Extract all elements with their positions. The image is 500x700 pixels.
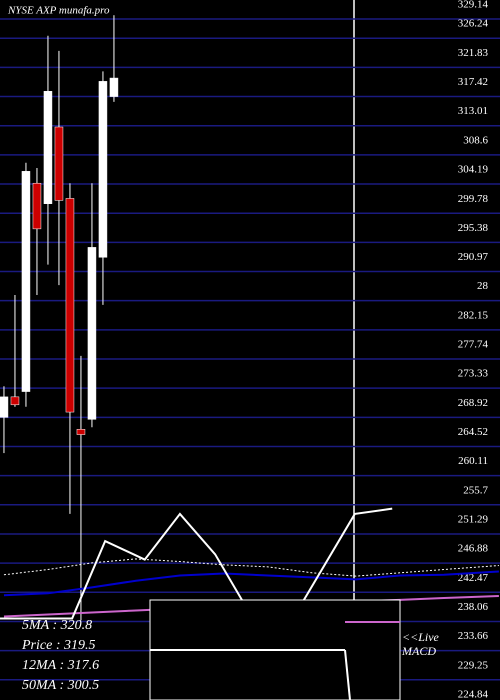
candle-body — [21, 171, 31, 392]
legend-text: Price : 319.5 — [21, 638, 95, 653]
macd-line — [344, 649, 351, 700]
y-tick-label: 251.29 — [458, 513, 489, 525]
macd-label: MACD — [401, 644, 436, 658]
candle-body — [10, 396, 20, 406]
y-tick-label: 242.47 — [458, 572, 489, 584]
y-tick-label: 304.19 — [458, 164, 489, 176]
y-tick-label: 329.14 — [458, 0, 489, 11]
y-tick-label: 260.11 — [458, 455, 488, 467]
chart-title: NYSE AXP munafa.pro — [7, 5, 110, 17]
y-tick-label: 255.7 — [463, 484, 488, 496]
candle-body — [54, 126, 64, 201]
y-tick-label: 277.74 — [458, 339, 489, 351]
y-tick-label: 295.38 — [458, 222, 489, 234]
candle-body — [65, 198, 75, 413]
legend-text: 50MA : 300.5 — [22, 678, 99, 693]
y-tick-label: 268.92 — [458, 397, 488, 409]
y-tick-label: 28 — [477, 280, 489, 292]
y-tick-label: 308.6 — [463, 134, 488, 146]
candle-body — [98, 81, 108, 258]
y-tick-label: 326.24 — [458, 18, 489, 30]
live-label: <<Live — [402, 630, 440, 644]
candle-body — [87, 247, 97, 420]
candle-body — [43, 91, 53, 204]
y-tick-label: 321.83 — [458, 47, 489, 59]
y-tick-label: 229.25 — [458, 659, 489, 671]
y-tick-label: 290.97 — [458, 251, 489, 263]
candle-body — [76, 429, 86, 435]
candle-body — [32, 182, 42, 230]
y-tick-label: 282.15 — [458, 309, 489, 321]
y-tick-label: 313.01 — [458, 105, 488, 117]
legend-text: 5MA : 320.8 — [22, 618, 92, 633]
legend-text: 12MA : 317.6 — [22, 658, 99, 673]
y-tick-label: 224.84 — [458, 688, 489, 700]
candle-body — [0, 396, 9, 418]
y-tick-label: 299.78 — [458, 193, 489, 205]
y-tick-label: 238.06 — [458, 601, 489, 613]
indicator-line — [0, 507, 393, 620]
indicator-line — [3, 558, 499, 577]
y-tick-label: 317.42 — [458, 76, 488, 88]
candle-body — [109, 77, 119, 97]
y-tick-label: 246.88 — [458, 543, 489, 555]
y-tick-label: 264.52 — [458, 426, 488, 438]
y-tick-label: 273.33 — [458, 368, 489, 380]
y-tick-label: 233.66 — [458, 630, 489, 642]
